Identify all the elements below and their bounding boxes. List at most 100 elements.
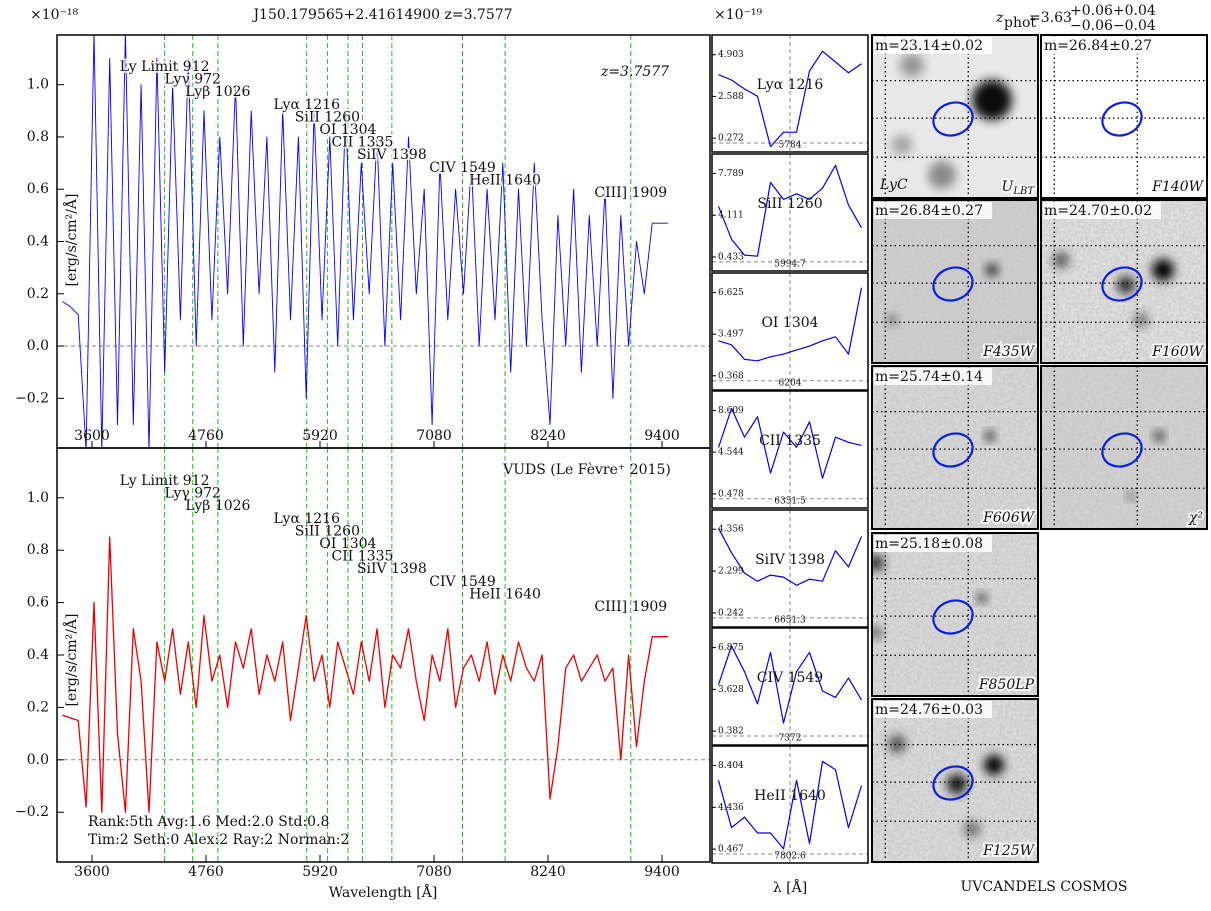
panel (57, 448, 710, 862)
y-tick-label: 6.625 (718, 288, 744, 298)
spectrum-line (718, 50, 862, 148)
y-tick-label: 0.433 (718, 252, 744, 262)
aperture (1101, 266, 1143, 302)
source-blob (947, 774, 967, 794)
x-tick-label: 8240 (530, 428, 566, 444)
panel (712, 154, 868, 271)
y-tick-label: 0.6 (27, 595, 49, 611)
x-tick-label: 8240 (530, 864, 566, 880)
filter-name: F125W (982, 843, 1035, 859)
x-tick-label: 7802.6 (774, 852, 806, 862)
photo-z-value: =3.63 (1029, 10, 1072, 26)
x-tick-label: 4760 (188, 428, 224, 444)
aperture (932, 432, 974, 468)
x-tick-label: 7080 (416, 864, 452, 880)
note: Rank:5th Avg:1.6 Med:2.0 Std:0.8 (88, 814, 329, 830)
spectrum-line (62, 35, 668, 448)
y-tick-label: 0.4 (27, 234, 49, 250)
cutout-image (1041, 200, 1207, 363)
xlabel: Wavelength [Å] (329, 883, 438, 901)
y-tick-label: 0.0 (27, 338, 49, 354)
panel (57, 35, 710, 448)
source-blob (872, 627, 882, 639)
filter-name: F606W (982, 510, 1035, 526)
y-tick-label: 7.789 (718, 169, 744, 179)
panel-frame (711, 509, 869, 628)
reference-label: SiIV 1398 (357, 147, 427, 163)
x-tick-label: 6651.3 (774, 616, 806, 626)
y-tick-label: 8.404 (718, 761, 744, 771)
panel-frame (711, 745, 869, 864)
cutout-image (872, 699, 1038, 862)
x-tick-label: 6204 (779, 379, 802, 389)
source-blob (900, 53, 924, 77)
x-tick-label: 9400 (644, 864, 680, 880)
filter-label: ULBT (1002, 179, 1036, 197)
aperture (932, 599, 974, 635)
reference-label: SiIV 1398 (357, 561, 427, 577)
cutout-frame (871, 698, 1039, 863)
panel-frame (711, 153, 869, 272)
x-tick-label: 5994.7 (774, 260, 806, 270)
cutout-image (872, 35, 1038, 198)
filter-name: F160W (1151, 344, 1204, 360)
cutout-noise (1041, 366, 1207, 529)
panel-frame (56, 447, 711, 863)
y-tick-label: −0.2 (15, 804, 49, 820)
y-tick-label: 0.8 (27, 542, 49, 558)
y-tick-label: 0.272 (718, 134, 744, 144)
panel (712, 746, 868, 863)
cutout-background (1041, 35, 1207, 198)
reference-label: CIV 1549 (429, 160, 495, 176)
source-blob (892, 135, 912, 155)
x-tick-label: 3600 (74, 428, 110, 444)
spectrum-line (718, 287, 863, 362)
cutout-image (1041, 366, 1207, 529)
cutout-image (872, 200, 1038, 363)
panel-frame (711, 390, 869, 509)
panel-label: OI 1304 (761, 315, 818, 331)
photo-z-symbol: z (995, 10, 1004, 26)
y-tick-label: 0.0 (27, 752, 49, 768)
aperture (932, 765, 974, 801)
source-blob (887, 315, 897, 325)
panel (712, 628, 868, 745)
x-tick-label: 7080 (416, 428, 452, 444)
spectrum-line (62, 536, 668, 813)
panel-frame (711, 627, 869, 746)
aperture (932, 266, 974, 302)
filter-label: F606W (982, 510, 1035, 526)
panel-label: HeII 1640 (754, 788, 826, 804)
magnitude-label: m=25.74±0.14 (875, 369, 983, 385)
y-tick-label: 0.382 (718, 727, 744, 737)
cutout-frame (1040, 365, 1208, 530)
reference-label: CIV 1549 (429, 574, 495, 590)
filter-label: F435W (982, 344, 1035, 360)
magnitude-label: m=26.84±0.27 (875, 203, 983, 219)
x-tick-label: 3600 (74, 864, 110, 880)
reference-label: Lyβ 1026 (185, 498, 250, 514)
source-blob (888, 735, 906, 753)
y-tick-label: 2.588 (718, 92, 744, 102)
panel (712, 510, 868, 627)
y-tick-label: 0.2 (27, 699, 49, 715)
panel-label: SiIV 1398 (755, 552, 825, 568)
x-tick-label: 6351.5 (774, 497, 806, 507)
filter-label: χ² (1188, 510, 1203, 526)
source-blob (1152, 259, 1174, 281)
cutout-noise (872, 366, 1038, 529)
y-tick-label: 0.6 (27, 181, 49, 197)
source-blob (972, 80, 1012, 120)
cutout-frame (1040, 199, 1208, 364)
y-tick-label: −0.2 (15, 390, 49, 406)
ylabel: [erg/s/cm²/Å] (62, 193, 80, 286)
panel (712, 35, 868, 152)
magnitude-label: m=23.14±0.02 (875, 38, 983, 54)
spectrum-line (717, 407, 862, 479)
y-tick-label: 4.436 (718, 803, 744, 813)
y-tick-label: 0.4 (27, 647, 49, 663)
cutout-frame (871, 199, 1039, 364)
x-tick-label: 9400 (644, 428, 680, 444)
panel-frame (711, 34, 869, 153)
